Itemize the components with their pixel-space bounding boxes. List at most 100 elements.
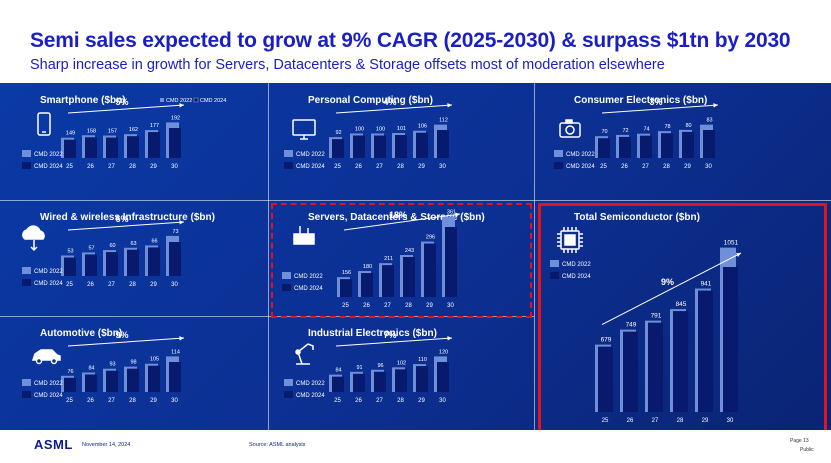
data-label: 80 — [685, 123, 691, 129]
svg-text:CMD 2022: CMD 2022 — [34, 152, 63, 158]
tick-label: 28 — [129, 164, 136, 170]
tick-label: 26 — [621, 164, 628, 170]
data-label: 112 — [439, 118, 448, 124]
bar-cmd2024 — [395, 369, 407, 392]
tick-label: 25 — [66, 398, 73, 404]
legend: CMD 2022 CMD 2024 — [22, 267, 63, 287]
car-icon — [31, 349, 61, 365]
legend: CMD 2022 CMD 2024 — [22, 379, 63, 399]
data-label: 98 — [130, 360, 136, 366]
data-label: 211 — [384, 256, 393, 262]
tick-label: 28 — [129, 282, 136, 288]
tick-label: 30 — [171, 398, 178, 404]
chart-title: Smartphone ($bn) — [40, 95, 126, 106]
tick-label: 25 — [342, 303, 349, 309]
chart-panel-consumer-electronics: Consumer Electronics ($bn) 70 25 72 26 74 27 78… — [534, 83, 831, 200]
cagr-arrow — [67, 337, 185, 347]
cloud-icon — [22, 225, 45, 252]
bar-cmd2024 — [127, 136, 139, 158]
data-label: 73 — [172, 229, 178, 235]
cagr-label: 6% — [115, 214, 128, 224]
data-label: 74 — [643, 127, 649, 133]
data-label: 91 — [356, 365, 362, 371]
data-label: 361 — [447, 210, 456, 216]
bar-cmd2024 — [106, 370, 118, 392]
data-label: 296 — [426, 235, 435, 241]
bar-cmd2024 — [648, 322, 663, 412]
tick-label: 26 — [87, 282, 94, 288]
bar-cmd2024 — [382, 265, 394, 297]
bar-cmd2024 — [353, 373, 365, 392]
legend: CMD 2022 CMD 2024 — [550, 260, 591, 280]
cagr-arrow-head — [179, 336, 184, 341]
chart-title: Personal Computing ($bn) — [308, 95, 433, 106]
cagr-label: 7% — [383, 330, 396, 340]
tick-label: 29 — [426, 303, 433, 309]
data-label: 114 — [171, 349, 180, 355]
footer-source: Source: ASML analysis — [249, 442, 306, 448]
bar-cmd2024 — [640, 135, 652, 158]
chart-svg: 149 25 158 26 157 27 162 28 177 29 192 30 5% CMD 2022… — [22, 97, 226, 170]
tick-label: 25 — [66, 282, 73, 288]
legend: CMD 2022 CMD 2024 — [284, 379, 325, 399]
tick-label: 27 — [384, 303, 391, 309]
robot-arm-icon — [295, 343, 314, 365]
data-label: 941 — [701, 281, 712, 288]
chart-panel-infrastructure: Wired & wireless Infrastructure ($bn) 53 2… — [0, 200, 268, 316]
bar-cmd2024 — [148, 247, 160, 276]
chart-title: Automotive ($bn) — [40, 328, 123, 339]
svg-text:CMD 2022: CMD 2022 — [34, 269, 63, 275]
cagr-arrow — [335, 337, 453, 347]
chart-title: Consumer Electronics ($bn) — [574, 95, 708, 106]
bar-cmd2024 — [340, 279, 352, 297]
data-label: 791 — [651, 313, 662, 320]
data-label: 93 — [109, 362, 115, 368]
cagr-label: 9% — [661, 277, 674, 287]
data-label: 92 — [335, 130, 341, 136]
data-label: 679 — [601, 337, 612, 344]
chart-svg: 679 25 749 26 791 27 845 28 941 29 1051 30 9% CMD 202… — [550, 227, 742, 424]
legend: CMD 2022 CMD 2024 — [22, 150, 63, 170]
chart-panel-personal-computing: Personal Computing ($bn) 92 25 100 26 100 27 10… — [268, 83, 534, 200]
tick-label: 28 — [677, 418, 684, 424]
data-label: 156 — [342, 270, 351, 276]
data-label: 177 — [150, 123, 159, 129]
tick-label: 25 — [334, 398, 341, 404]
highlight-box-total — [538, 203, 827, 433]
tick-label: 29 — [684, 164, 691, 170]
chart-svg: 156 25 180 26 211 27 243 28 296 29 361 30 18% CMD 202… — [282, 210, 461, 309]
bar-cmd2024 — [623, 331, 638, 412]
bar-cmd2024 — [619, 136, 631, 158]
data-label: 192 — [171, 115, 180, 121]
bar-cmd2024 — [169, 242, 181, 276]
svg-text:CMD 2024: CMD 2024 — [566, 164, 595, 170]
highlight-box-servers — [271, 203, 532, 318]
page-subtitle: Sharp increase in growth for Servers, Da… — [30, 57, 665, 73]
bar-cmd2024 — [598, 138, 610, 158]
svg-text:CMD 2022: CMD 2022 — [294, 274, 323, 280]
svg-text:CMD 2024: CMD 2024 — [562, 274, 591, 280]
bar-cmd2024 — [374, 371, 386, 392]
bar-cmd2024 — [148, 132, 160, 158]
bar-cmd2024 — [64, 139, 76, 158]
bar-cmd2024 — [698, 290, 713, 412]
cagr-arrow-head — [179, 220, 184, 225]
cagr-label: 3% — [649, 97, 662, 107]
svg-text:CMD 2024: CMD 2024 — [296, 393, 325, 399]
footer-date: November 14, 2024 — [82, 442, 131, 448]
chart-title: Wired & wireless Infrastructure ($bn) — [40, 212, 215, 223]
bar-cmd2024 — [403, 257, 415, 297]
bar-cmd2024 — [64, 257, 76, 276]
legend: CMD 2022 CMD 2024 — [282, 272, 323, 292]
svg-text:CMD 2024: CMD 2024 — [34, 164, 63, 170]
tick-label: 26 — [355, 398, 362, 404]
tick-label: 27 — [652, 418, 659, 424]
tick-label: 26 — [87, 164, 94, 170]
data-label: 63 — [130, 241, 136, 247]
data-label: 84 — [335, 368, 341, 374]
cagr-arrow — [67, 221, 185, 231]
bar-cmd2024 — [85, 137, 97, 158]
cagr-arrow-head — [447, 103, 452, 108]
